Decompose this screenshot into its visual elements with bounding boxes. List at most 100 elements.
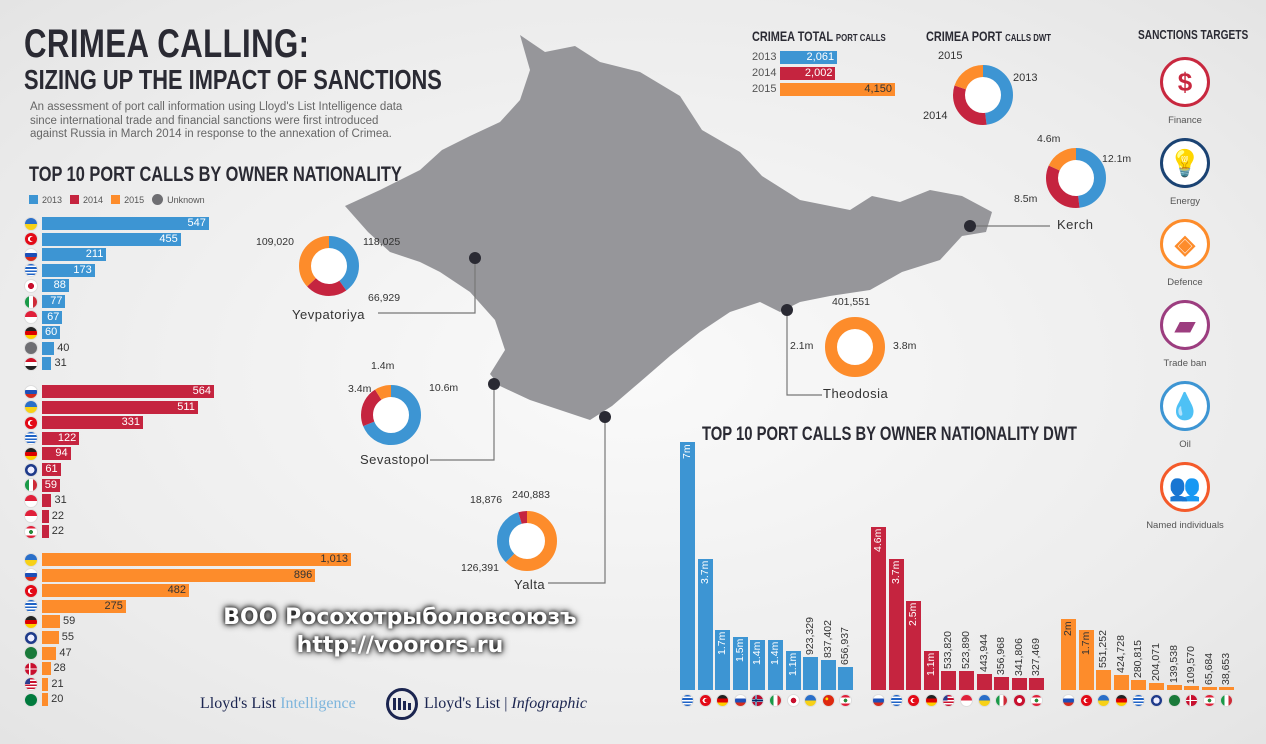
flag-tr-icon bbox=[24, 583, 38, 598]
bar-value-label: 20 bbox=[51, 693, 64, 706]
legend-swatch bbox=[111, 195, 121, 204]
dwt-value-label: 7m bbox=[681, 443, 693, 459]
flag-bz-icon bbox=[24, 462, 38, 477]
bar-value-label: 331 bbox=[121, 416, 140, 429]
bar-2014 bbox=[42, 494, 52, 508]
flag-ru-icon bbox=[1062, 694, 1075, 707]
total-bar-2014 bbox=[780, 67, 836, 80]
intro-line: An assessment of port call information u… bbox=[30, 101, 403, 113]
flag-no-icon bbox=[751, 694, 765, 707]
bar-2014 bbox=[42, 525, 49, 539]
bar-value-label: 896 bbox=[293, 568, 313, 581]
bar-value-label: 60 bbox=[45, 326, 58, 339]
donut-segment-2015 bbox=[825, 317, 885, 377]
donut-segment-2015 bbox=[1046, 148, 1106, 208]
bar-value-label: 564 bbox=[192, 385, 212, 397]
flag-jp-icon bbox=[786, 694, 800, 707]
dwt-value-label: 1.4m bbox=[751, 642, 764, 666]
dwt-bar-2014 bbox=[906, 601, 922, 690]
lloyds-logo-icon bbox=[386, 688, 418, 720]
dwt-bar-2013 bbox=[680, 441, 695, 690]
legend-swatch bbox=[29, 195, 38, 204]
dwt-value-label: 280,815 bbox=[1132, 640, 1145, 679]
dwt-value-label: 656,937 bbox=[839, 626, 852, 665]
bar-2013 bbox=[42, 310, 63, 324]
flag-ua-icon bbox=[24, 552, 38, 567]
sanction-label: Energy bbox=[1169, 196, 1201, 207]
donut-value-label: 10.6m bbox=[429, 382, 459, 394]
flag-bz-icon bbox=[1150, 694, 1163, 707]
flag-de-icon bbox=[716, 694, 730, 707]
bar-2015 bbox=[42, 553, 351, 566]
dwt-bar-2015 bbox=[1078, 629, 1094, 690]
flag-tr-icon bbox=[907, 694, 921, 707]
bar-value-label: 173 bbox=[73, 263, 92, 276]
flag-id-icon bbox=[960, 694, 973, 707]
flag-gr-icon bbox=[1132, 694, 1146, 707]
dwt-bar-2014 bbox=[1011, 677, 1027, 690]
dwt-bar-2013 bbox=[750, 640, 766, 690]
page-subtitle: SIZING UP THE IMPACT OF SANCTIONS bbox=[24, 64, 442, 95]
bar-value-label: 455 bbox=[159, 232, 178, 245]
legend-swatch bbox=[152, 194, 164, 205]
bar-2014 bbox=[42, 447, 71, 461]
dwt-bar-2013 bbox=[732, 636, 748, 690]
flag-it-icon bbox=[24, 478, 38, 493]
flag-gr-icon bbox=[889, 694, 903, 707]
shield-icon: ◈ bbox=[1160, 219, 1210, 269]
bar-2014 bbox=[42, 509, 49, 523]
bar-2015 bbox=[42, 646, 57, 660]
port-name-kerch: Kerch bbox=[1057, 217, 1094, 232]
bar-2015 bbox=[42, 615, 60, 629]
dwt-chart-title: TOP 10 PORT CALLS BY OWNER NATIONALITY D… bbox=[702, 424, 1077, 445]
flag-it-icon bbox=[995, 694, 1009, 707]
dwt-value-label: 837,402 bbox=[821, 620, 834, 659]
bar-value-label: 1,013 bbox=[320, 553, 348, 565]
bar-value-label: 211 bbox=[85, 248, 104, 261]
flag-us-icon bbox=[24, 677, 38, 692]
donut-value-label: 2.1m bbox=[790, 340, 814, 352]
dwt-value-label: 2m bbox=[1062, 621, 1074, 636]
dwt-value-label: 356,968 bbox=[995, 637, 1008, 676]
flag-us-icon bbox=[942, 694, 956, 707]
dwt-donut-title: CRIMEA PORT CALLS DWT bbox=[926, 28, 1052, 44]
donut-value-label: 66,929 bbox=[368, 292, 401, 304]
theodosia-marker bbox=[781, 304, 793, 316]
bar-value-label: 94 bbox=[55, 447, 68, 460]
flag-gr-icon bbox=[24, 431, 38, 446]
flag-ua-icon bbox=[1097, 694, 1111, 707]
bar-2015 bbox=[42, 693, 49, 707]
sanction-label: Defence bbox=[1167, 277, 1203, 288]
flag-id-icon bbox=[24, 493, 38, 508]
sevastopol-donut bbox=[361, 385, 421, 445]
legend: 2013 2014 2015 Unknown bbox=[29, 194, 205, 205]
bar-value-label: 122 bbox=[57, 431, 77, 444]
intro-text: An assessment of port call information u… bbox=[30, 101, 402, 142]
total-value-label: 2,061 bbox=[806, 51, 835, 63]
dwt-bar-2015 bbox=[1201, 687, 1217, 690]
flag-it-icon bbox=[1220, 694, 1234, 707]
dwt-bar-2015 bbox=[1166, 685, 1182, 690]
donut-value-label: 3.8m bbox=[893, 340, 917, 352]
dwt-bar-2013 bbox=[768, 640, 783, 690]
flag-it-icon bbox=[24, 294, 38, 309]
donut-label: 2015 bbox=[938, 50, 963, 62]
flag-bm-icon bbox=[1012, 694, 1026, 707]
donut-value-label: 1.4m bbox=[371, 360, 395, 372]
dwt-value-label: 341,806 bbox=[1012, 637, 1025, 676]
page-title: CRIMEA CALLING: bbox=[24, 22, 310, 66]
port-name-yevpatoriya: Yevpatoriya bbox=[292, 307, 365, 322]
total-year-label: 2014 bbox=[752, 67, 777, 79]
bar-value-label: 275 bbox=[104, 599, 123, 612]
dwt-bar-2015 bbox=[1184, 686, 1200, 690]
donut-segment-2014 bbox=[361, 385, 421, 445]
donut-value-label: 8.5m bbox=[1014, 193, 1038, 205]
dwt-value-label: 139,538 bbox=[1167, 645, 1180, 684]
sanction-label: Named individuals bbox=[1146, 520, 1224, 531]
flag-tr-icon bbox=[24, 232, 38, 247]
dwt-value-label: 443,944 bbox=[977, 634, 990, 673]
bar-value-label: 21 bbox=[51, 677, 64, 690]
bar-value-label: 67 bbox=[47, 310, 60, 323]
dwt-bar-2013 bbox=[820, 660, 836, 690]
sevastopol-marker bbox=[488, 378, 500, 390]
